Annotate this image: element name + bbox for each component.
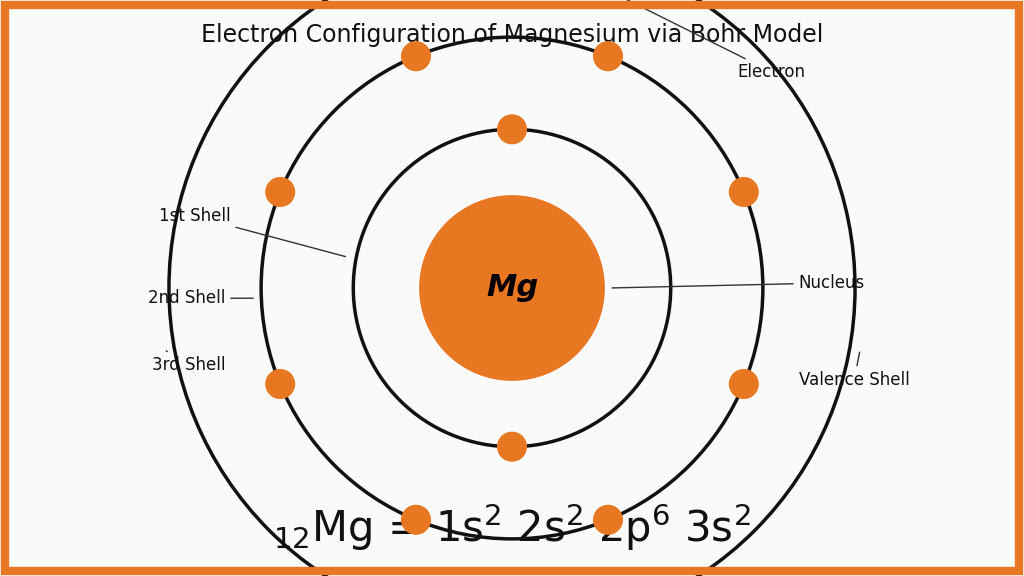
Circle shape bbox=[266, 370, 295, 399]
Text: 2nd Shell: 2nd Shell bbox=[147, 289, 253, 307]
Text: Valence Shell: Valence Shell bbox=[799, 352, 909, 389]
Circle shape bbox=[594, 42, 623, 70]
Circle shape bbox=[729, 370, 758, 399]
Text: Electron Configuration of Magnesium via Bohr Model: Electron Configuration of Magnesium via … bbox=[201, 22, 823, 47]
Circle shape bbox=[729, 177, 758, 206]
Text: 1st Shell: 1st Shell bbox=[159, 207, 345, 256]
Text: $_{12}$Mg = 1s$^2$ 2s$^2$ 2p$^6$ 3s$^2$: $_{12}$Mg = 1s$^2$ 2s$^2$ 2p$^6$ 3s$^2$ bbox=[273, 501, 751, 552]
Circle shape bbox=[266, 177, 295, 206]
Circle shape bbox=[401, 506, 430, 534]
Circle shape bbox=[420, 196, 604, 380]
Circle shape bbox=[594, 506, 623, 534]
Text: 3rd Shell: 3rd Shell bbox=[152, 351, 225, 374]
Circle shape bbox=[498, 433, 526, 461]
Circle shape bbox=[498, 115, 526, 143]
Text: Nucleus: Nucleus bbox=[612, 274, 865, 292]
Circle shape bbox=[401, 42, 430, 70]
Text: Mg: Mg bbox=[485, 274, 539, 302]
Text: Electron: Electron bbox=[519, 0, 805, 81]
